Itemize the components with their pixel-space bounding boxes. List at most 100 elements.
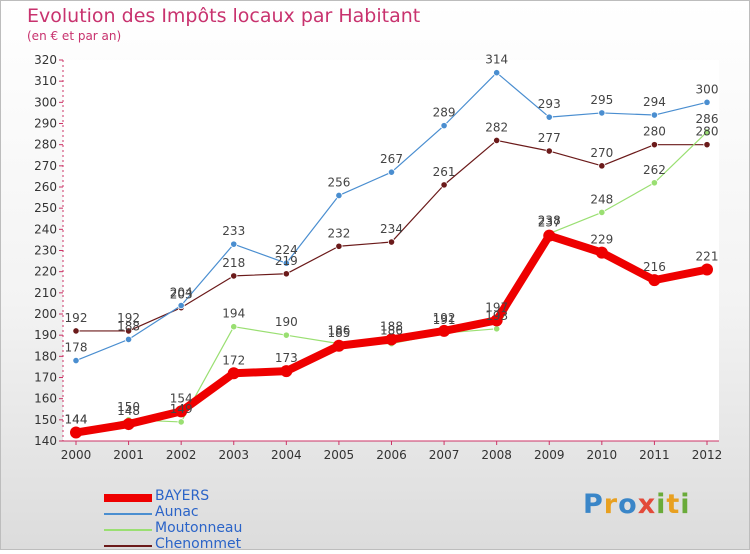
x-tick-label: 2012	[692, 448, 723, 462]
data-point	[177, 301, 185, 310]
y-tick-label: 250	[34, 201, 57, 215]
series-bayers	[70, 229, 713, 439]
data-label: 185	[327, 326, 350, 340]
data-label: 282	[485, 120, 508, 134]
data-label: 219	[275, 254, 298, 268]
data-label: 277	[538, 131, 561, 145]
legend-swatch	[104, 513, 152, 515]
data-point	[385, 333, 398, 346]
y-tick-label: 160	[34, 392, 57, 406]
y-tick-label: 260	[34, 180, 57, 194]
legend-label: Aunac	[155, 504, 199, 520]
data-label: 300	[696, 82, 719, 96]
data-point	[703, 128, 711, 136]
data-point	[650, 141, 659, 149]
data-label: 218	[222, 256, 245, 270]
data-label: 192	[117, 311, 140, 325]
data-label: 188	[380, 319, 403, 333]
data-label: 192	[65, 311, 88, 325]
data-label: 144	[65, 413, 88, 427]
y-tick-label: 150	[34, 413, 57, 427]
data-point	[703, 98, 711, 106]
data-label: 294	[643, 95, 666, 109]
y-tick-label: 190	[34, 328, 57, 342]
data-point	[543, 229, 556, 242]
data-label: 248	[590, 192, 613, 206]
brand-letter: t	[666, 489, 681, 520]
data-label: 203	[170, 288, 193, 302]
data-label: 221	[696, 250, 719, 264]
data-label: 232	[327, 226, 350, 240]
data-label: 262	[643, 163, 666, 177]
data-label: 193	[485, 309, 508, 323]
x-tick-label: 2010	[587, 448, 618, 462]
data-point	[230, 240, 238, 248]
data-point	[230, 272, 238, 280]
x-tick-label: 2005	[324, 448, 355, 462]
data-label: 280	[643, 125, 666, 139]
data-point	[438, 324, 451, 337]
data-point	[545, 147, 553, 155]
brand-letter: i	[656, 489, 667, 520]
brand-letter: P	[583, 489, 604, 520]
data-label: 192	[433, 311, 456, 325]
data-point	[490, 314, 503, 327]
data-point	[598, 109, 606, 117]
legend-swatch	[104, 545, 152, 547]
data-label: 186	[327, 324, 350, 338]
data-label: 256	[327, 175, 350, 189]
data-point	[124, 327, 133, 335]
data-point	[387, 168, 396, 176]
data-point	[701, 263, 713, 276]
data-label: 280	[696, 125, 719, 139]
data-label: 172	[222, 353, 245, 367]
legend-swatch	[104, 494, 152, 502]
data-label: 148	[117, 404, 140, 418]
data-point	[493, 325, 501, 333]
data-point	[280, 365, 293, 378]
data-point	[440, 181, 448, 189]
x-tick-label: 2008	[481, 448, 512, 462]
data-label: 204	[170, 286, 193, 300]
data-point	[230, 323, 238, 331]
data-point	[282, 270, 290, 278]
data-point	[650, 111, 659, 119]
data-label: 229	[590, 233, 613, 247]
data-label: 234	[380, 222, 403, 236]
series-aunac	[72, 69, 711, 365]
y-tick-label: 220	[34, 265, 57, 279]
chart-title: Evolution des Impôts locaux par Habitant	[27, 5, 421, 27]
data-point	[282, 259, 290, 267]
x-tick-label: 2011	[639, 448, 670, 462]
data-label: 190	[275, 315, 298, 329]
data-label: 261	[433, 165, 456, 179]
data-label: 238	[538, 214, 561, 228]
data-point	[703, 141, 711, 149]
data-label: 197	[485, 300, 508, 314]
y-tick-label: 290	[34, 117, 57, 131]
y-tick-label: 240	[34, 222, 57, 236]
data-label: 154	[170, 391, 193, 405]
x-tick-label: 2001	[113, 448, 144, 462]
data-point	[648, 274, 661, 287]
y-tick-label: 200	[34, 307, 57, 321]
y-tick-label: 210	[34, 286, 57, 300]
legend-label: Chenommet	[155, 536, 242, 552]
chart-subtitle: (en € et par an)	[27, 29, 122, 43]
data-label: 224	[275, 243, 298, 257]
legend-label: Moutonneau	[155, 520, 243, 536]
y-tick-label: 230	[34, 244, 57, 258]
data-point	[493, 69, 501, 77]
data-point	[650, 179, 659, 187]
data-point	[332, 339, 345, 352]
y-tick-label: 270	[34, 159, 57, 173]
data-point	[595, 246, 608, 259]
data-point	[70, 426, 82, 439]
data-point	[177, 418, 185, 426]
data-point	[387, 238, 396, 246]
data-point	[122, 418, 135, 431]
y-tick-label: 280	[34, 138, 57, 152]
data-point	[282, 331, 290, 339]
y-tick-label: 180	[34, 349, 57, 363]
